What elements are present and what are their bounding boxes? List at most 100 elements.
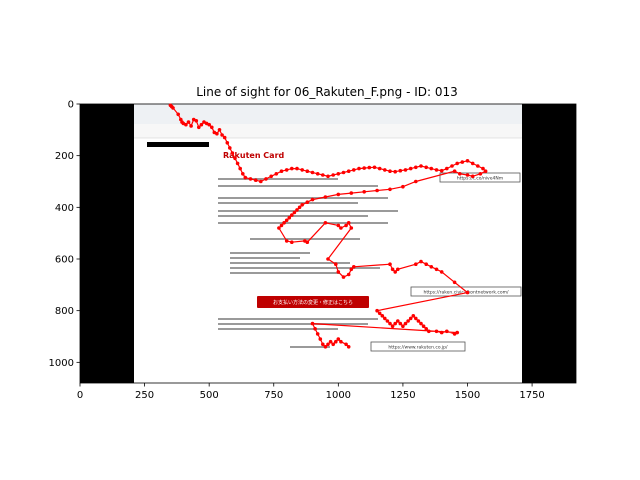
gaze-point <box>290 240 294 244</box>
gaze-point <box>439 270 444 274</box>
gaze-point <box>390 324 395 329</box>
gaze-point <box>401 324 405 329</box>
gaze-point <box>292 210 297 215</box>
y-tick-label: 200 <box>55 151 74 162</box>
gaze-point <box>393 270 398 274</box>
gaze-point <box>233 156 237 161</box>
gaze-point <box>367 165 372 170</box>
gaze-point <box>414 165 418 170</box>
gaze-point <box>403 321 408 326</box>
x-axis: 0 250 500 750 1000 1250 1500 1750 <box>77 383 545 401</box>
gaze-point <box>323 345 328 349</box>
gaze-point <box>248 177 253 181</box>
gaze-point <box>326 342 330 347</box>
gaze-point <box>419 259 423 264</box>
gaze-point <box>434 168 439 172</box>
gaze-point <box>220 133 224 137</box>
gaze-point <box>349 267 354 272</box>
gaze-point <box>215 131 219 136</box>
gaze-point <box>305 169 310 173</box>
gaze-point <box>398 168 403 173</box>
gaze-point <box>207 122 211 127</box>
gaze-series <box>168 103 488 349</box>
gaze-point <box>434 267 439 272</box>
gaze-point <box>339 339 343 344</box>
gaze-point <box>253 178 258 182</box>
x-tick-label: 1250 <box>390 390 415 401</box>
gaze-point <box>230 151 235 155</box>
stimulus-content <box>134 104 522 383</box>
gaze-point <box>326 257 330 261</box>
gaze-point <box>424 327 429 331</box>
gaze-point <box>225 141 230 145</box>
gaze-point <box>346 345 351 349</box>
y-tick-label: 800 <box>55 306 74 317</box>
x-tick-label: 750 <box>264 390 283 401</box>
gaze-point <box>362 190 367 194</box>
gaze-point <box>186 120 191 124</box>
gaze-point <box>455 161 460 166</box>
x-tick-label: 1500 <box>455 390 480 401</box>
gaze-point <box>197 125 201 130</box>
gaze-point <box>336 172 341 176</box>
gaze-point <box>478 172 483 176</box>
gaze-point <box>199 122 204 127</box>
gaze-point <box>383 316 387 321</box>
gaze-point <box>176 112 180 117</box>
gaze-point <box>439 330 444 335</box>
gaze-point <box>326 174 330 179</box>
gaze-point <box>269 174 274 179</box>
gaze-point <box>217 128 222 132</box>
gaze-point <box>362 166 367 170</box>
gaze-point <box>427 329 431 334</box>
gaze-point <box>452 280 457 285</box>
gaze-point <box>323 195 328 199</box>
gaze-point <box>336 337 341 341</box>
gaze-point <box>321 173 325 177</box>
gaze-point <box>349 226 354 230</box>
gaze-point <box>279 223 284 228</box>
gaze-point <box>228 146 232 150</box>
gaze-point <box>259 179 263 184</box>
gaze-point <box>336 270 341 274</box>
gaze-point <box>295 166 299 171</box>
gaze-point <box>284 168 289 172</box>
gaze-point <box>424 262 429 267</box>
x-tick-label: 0 <box>77 390 83 401</box>
gaze-point <box>424 165 429 170</box>
gaze-point <box>313 327 317 331</box>
gaze-point <box>290 213 294 217</box>
x-tick-label: 1750 <box>519 390 544 401</box>
y-tick-label: 1000 <box>49 358 74 369</box>
gaze-point <box>235 161 240 166</box>
gaze-point <box>284 218 289 223</box>
gaze-point <box>419 164 423 168</box>
gaze-point <box>465 290 470 295</box>
gaze-point <box>452 169 457 173</box>
url-callout-1-text: https://t.co/nive4Nm <box>457 176 503 182</box>
gaze-point <box>388 321 392 326</box>
gaze-point <box>406 319 410 323</box>
gaze-point <box>346 221 351 225</box>
gaze-point <box>445 166 449 171</box>
gaze-point <box>243 175 248 180</box>
gaze-point <box>300 168 305 172</box>
gaze-point <box>388 187 392 192</box>
gaze-point <box>357 166 361 171</box>
gaze-point <box>388 169 392 173</box>
gaze-point <box>429 166 434 171</box>
mail-toolbar <box>134 104 522 124</box>
gaze-point <box>334 339 338 344</box>
gaze-point <box>458 172 462 176</box>
gaze-point <box>414 262 418 267</box>
gaze-point <box>171 106 175 110</box>
x-tick-label: 500 <box>200 390 219 401</box>
gaze-point <box>222 135 227 140</box>
gaze-point <box>334 262 338 267</box>
gaze-point <box>336 192 341 197</box>
gaze-point <box>331 342 336 347</box>
sender-redaction <box>147 142 209 147</box>
gaze-point <box>385 319 390 323</box>
gaze-point <box>290 166 294 171</box>
gaze-point <box>393 321 398 326</box>
